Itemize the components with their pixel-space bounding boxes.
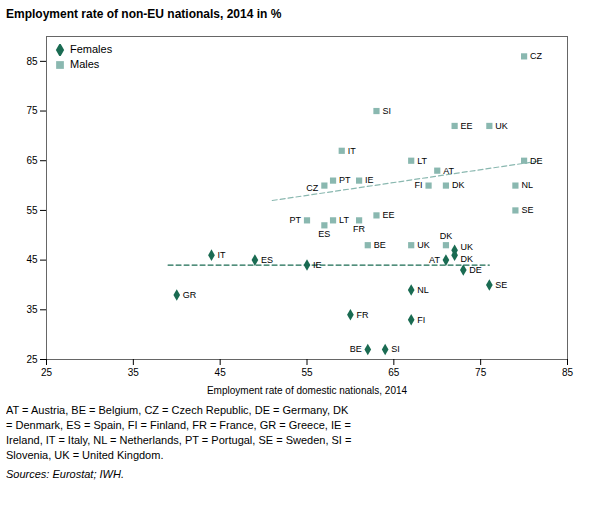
- svg-text:75: 75: [475, 367, 487, 378]
- svg-text:SE: SE: [521, 205, 533, 215]
- svg-text:PT: PT: [339, 175, 351, 185]
- svg-text:UK: UK: [461, 242, 474, 252]
- svg-text:GR: GR: [183, 290, 197, 300]
- svg-text:55: 55: [301, 367, 313, 378]
- svg-text:25: 25: [26, 354, 38, 365]
- svg-text:LT: LT: [417, 156, 427, 166]
- svg-text:CZ: CZ: [306, 183, 318, 193]
- svg-text:AT: AT: [443, 166, 454, 176]
- svg-text:35: 35: [128, 367, 140, 378]
- html-text:Employment rate of non-EU nati: Employment rate of non-EU nationals, 201…: [6, 7, 282, 21]
- svg-text:DK: DK: [440, 231, 453, 241]
- svg-text:IE: IE: [313, 260, 322, 270]
- svg-text:PT: PT: [289, 215, 301, 225]
- svg-text:FR: FR: [353, 224, 365, 234]
- svg-text:25: 25: [41, 367, 53, 378]
- html-text:Sources: Eurostat; IWH.: Sources: Eurostat; IWH.: [6, 468, 124, 480]
- svg-text:SE: SE: [495, 280, 507, 290]
- svg-text:FI: FI: [415, 180, 423, 190]
- svg-text:NL: NL: [521, 180, 533, 190]
- svg-text:IE: IE: [365, 175, 374, 185]
- html-text:Slovenia, UK = United Kingdom.: Slovenia, UK = United Kingdom.: [6, 449, 164, 461]
- svg-text:SI: SI: [382, 106, 391, 116]
- html-text:Ireland, IT = Italy, NL = Neth: Ireland, IT = Italy, NL = Netherlands, P…: [6, 434, 352, 446]
- svg-text:85: 85: [562, 367, 574, 378]
- svg-text:IT: IT: [348, 146, 357, 156]
- svg-text:DK: DK: [452, 180, 465, 190]
- svg-text:55: 55: [26, 205, 38, 216]
- svg-text:IT: IT: [217, 250, 226, 260]
- svg-text:65: 65: [388, 367, 400, 378]
- svg-text:SI: SI: [391, 344, 400, 354]
- svg-text:UK: UK: [495, 121, 508, 131]
- svg-text:DE: DE: [530, 156, 543, 166]
- svg-text:75: 75: [26, 105, 38, 116]
- svg-text:LT: LT: [339, 215, 349, 225]
- svg-text:UK: UK: [417, 240, 430, 250]
- svg-text:BE: BE: [350, 344, 362, 354]
- html-text:Females: Females: [70, 43, 113, 55]
- svg-text:45: 45: [26, 254, 38, 265]
- svg-text:85: 85: [26, 56, 38, 67]
- svg-text:NL: NL: [417, 285, 429, 295]
- svg-text:ES: ES: [261, 255, 273, 265]
- html-text:= Denmark, ES = Spain, FI = Fi: = Denmark, ES = Spain, FI = Finland, FR …: [6, 419, 351, 431]
- svg-text:ES: ES: [318, 229, 330, 239]
- svg-text:BE: BE: [374, 240, 386, 250]
- svg-text:EE: EE: [382, 210, 394, 220]
- svg-text:FR: FR: [356, 310, 368, 320]
- svg-text:45: 45: [215, 367, 227, 378]
- svg-text:DK: DK: [461, 254, 474, 264]
- svg-text:EE: EE: [461, 121, 473, 131]
- svg-text:35: 35: [26, 304, 38, 315]
- html-text:AT = Austria, BE = Belgium, CZ: AT = Austria, BE = Belgium, CZ = Czech R…: [6, 404, 349, 416]
- svg-text:65: 65: [26, 155, 38, 166]
- html-text:Males: Males: [70, 58, 100, 70]
- svg-text:FI: FI: [417, 315, 425, 325]
- svg-text:AT: AT: [429, 255, 440, 265]
- svg-text:Employment rate of domestic na: Employment rate of domestic nationals, 2…: [207, 385, 408, 396]
- svg-text:CZ: CZ: [530, 51, 542, 61]
- svg-text:DE: DE: [469, 265, 482, 275]
